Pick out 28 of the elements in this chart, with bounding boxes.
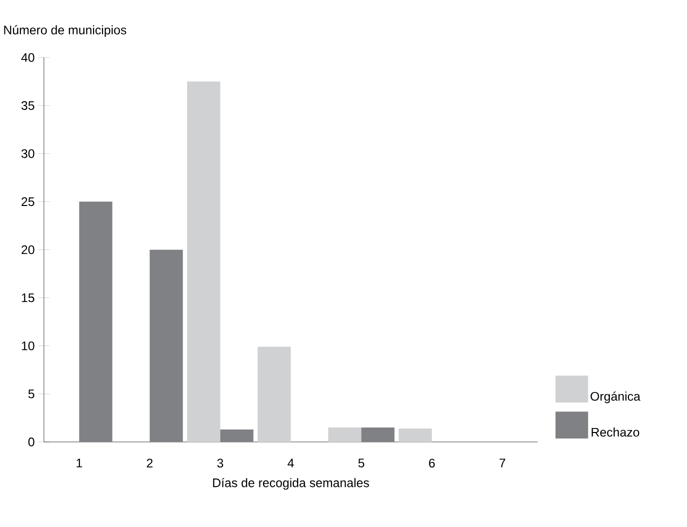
x-axis-title: Días de recogida semanales <box>213 478 369 490</box>
y-tick-label: 10 <box>22 341 34 350</box>
x-tick-label: 3 <box>217 458 224 468</box>
y-tick-label: 15 <box>22 293 34 302</box>
legend-label: Orgánica <box>590 391 640 404</box>
x-tick-label: 6 <box>429 458 435 468</box>
y-tick-label: 25 <box>22 197 34 206</box>
y-tick-label: 5 <box>28 389 34 398</box>
x-tick-label: 2 <box>146 458 153 468</box>
bar <box>361 427 394 442</box>
y-axis-title: Número de municipios <box>4 25 126 37</box>
y-tick-label: 35 <box>21 101 34 110</box>
bar <box>79 202 112 442</box>
x-tick-label: 5 <box>358 458 364 468</box>
y-tick-label: 30 <box>21 149 34 158</box>
bar <box>258 346 291 442</box>
x-tick-label: 1 <box>76 458 82 468</box>
y-tick-label: 40 <box>21 52 34 62</box>
y-tick-label: 0 <box>28 437 34 446</box>
x-tick-label: 4 <box>288 458 294 468</box>
bar <box>220 429 254 442</box>
legend-label: Rechazo <box>592 427 640 436</box>
bar <box>328 427 362 442</box>
bar <box>150 250 183 442</box>
y-tick-label: 20 <box>22 245 34 254</box>
x-tick-label: 7 <box>500 458 506 468</box>
bar <box>187 81 220 442</box>
bar <box>398 428 432 442</box>
